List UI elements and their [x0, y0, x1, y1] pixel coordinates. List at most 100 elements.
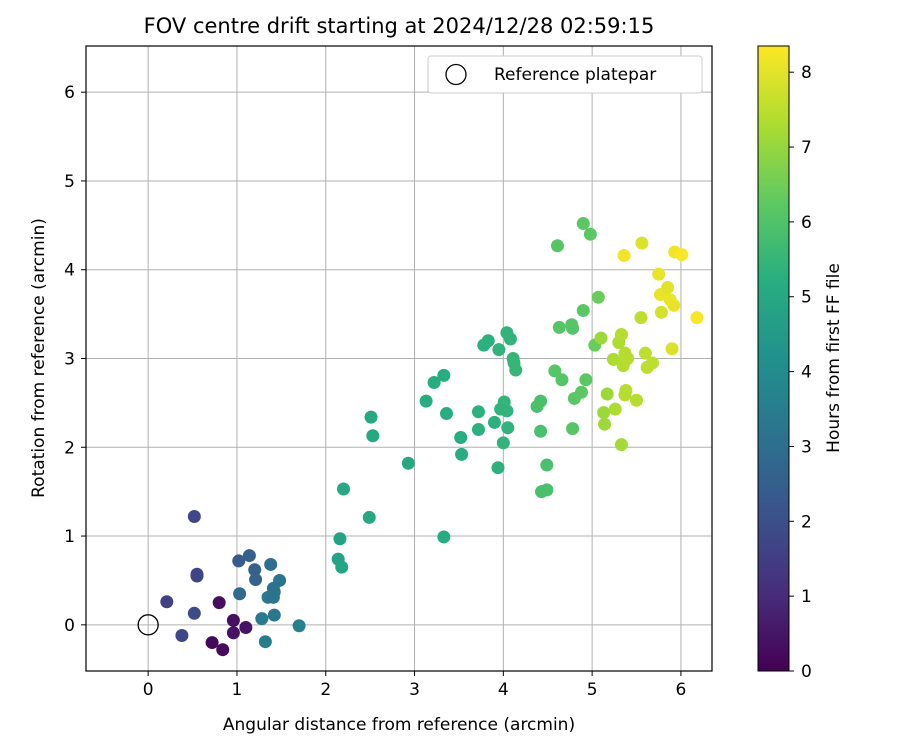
data-point [638, 346, 652, 360]
data-point [566, 321, 580, 335]
data-point [548, 364, 562, 378]
data-point [364, 410, 378, 424]
data-point [267, 608, 281, 622]
data-point [233, 587, 247, 601]
data-point [619, 383, 633, 397]
data-point [226, 613, 240, 627]
data-point [654, 305, 668, 319]
data-point [216, 643, 230, 657]
x-tick-label: 4 [498, 680, 509, 700]
data-point [187, 510, 201, 524]
data-point [579, 373, 593, 387]
data-point [630, 393, 644, 407]
reference-marker [137, 614, 159, 636]
data-point [534, 424, 548, 438]
colorbar-tick-label: 4 [801, 363, 812, 383]
data-point [255, 612, 269, 626]
colorbar-tick-label: 5 [801, 288, 812, 308]
data-point [617, 249, 631, 263]
data-point [437, 530, 451, 544]
data-point [205, 636, 219, 650]
data-point [598, 417, 612, 431]
data-point [487, 415, 501, 429]
data-point [212, 596, 226, 610]
x-axis-label: Angular distance from reference (arcmin) [223, 715, 575, 735]
y-tick-label: 1 [64, 527, 75, 547]
y-tick-label: 6 [64, 83, 75, 103]
data-point [226, 626, 240, 640]
data-point [249, 573, 263, 587]
legend-marker-open-circle [445, 63, 467, 86]
data-point [190, 567, 204, 581]
data-point [540, 458, 554, 472]
data-point [667, 298, 681, 312]
data-point [335, 560, 349, 574]
colorbar-tick-label: 6 [801, 213, 812, 233]
data-point [646, 356, 660, 370]
colorbar-tick-label: 2 [801, 512, 812, 532]
data-point [471, 405, 485, 419]
data-point [621, 352, 635, 365]
data-point [292, 619, 306, 633]
data-point [550, 239, 564, 253]
data-point [540, 483, 554, 497]
y-axis-ticks: 0 1 2 3 4 5 6 [64, 83, 86, 636]
y-tick-label: 4 [64, 261, 75, 281]
data-point [594, 331, 608, 345]
data-point [440, 407, 454, 421]
data-point [608, 402, 622, 416]
x-tick-label: 3 [409, 680, 420, 700]
colorbar-tick-label: 8 [801, 63, 812, 83]
data-point [634, 311, 648, 325]
data-point [600, 387, 614, 401]
data-point [606, 352, 620, 366]
data-point [491, 461, 505, 475]
data-point [500, 404, 514, 418]
data-point [481, 334, 495, 348]
data-point [566, 422, 580, 436]
data-point [175, 628, 189, 642]
data-point [614, 328, 628, 342]
chart-title: FOV centre drift starting at 2024/12/28 … [144, 14, 655, 38]
data-point [337, 482, 351, 496]
data-point [574, 385, 588, 399]
data-point [187, 606, 201, 620]
data-point [576, 217, 590, 231]
x-tick-label: 0 [143, 680, 154, 700]
data-point [635, 236, 649, 250]
legend: Reference platepar [427, 55, 703, 94]
y-tick-label: 5 [64, 172, 75, 192]
data-point [690, 311, 704, 325]
data-point [555, 373, 569, 387]
colorbar-tick-label: 0 [801, 662, 812, 682]
legend-label: Reference platepar [494, 65, 656, 85]
x-tick-label: 5 [587, 680, 598, 700]
colorbar-tick-label: 3 [801, 437, 812, 457]
data-point [509, 363, 523, 377]
data-point [232, 554, 246, 568]
data-point [496, 436, 510, 450]
y-tick-label: 0 [64, 616, 75, 636]
x-tick-label: 6 [676, 680, 687, 700]
x-tick-label: 2 [320, 680, 331, 700]
data-point [576, 304, 590, 318]
colorbar-label: Hours from first FF file [824, 263, 844, 453]
y-axis-label: Rotation from reference (arcmin) [29, 218, 49, 498]
data-point [437, 368, 451, 382]
data-point [501, 421, 515, 435]
data-point [534, 394, 548, 408]
data-point [591, 290, 605, 304]
data-point [419, 394, 433, 408]
data-point [258, 635, 272, 649]
data-point [362, 510, 376, 524]
colorbar-tick-label: 1 [801, 587, 812, 607]
data-point [597, 406, 611, 420]
y-tick-label: 3 [64, 350, 75, 370]
data-point [503, 332, 517, 346]
data-point [366, 429, 380, 443]
data-point [333, 532, 347, 546]
data-point [248, 563, 262, 577]
data-point [401, 456, 415, 470]
x-tick-label: 1 [232, 680, 243, 700]
data-point [661, 280, 675, 294]
